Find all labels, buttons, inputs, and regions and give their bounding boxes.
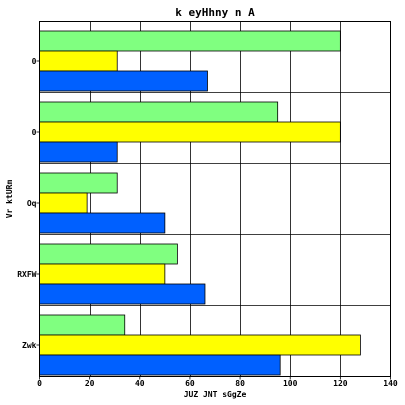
bar-1 — [39, 172, 118, 194]
x-tick-label: 20 — [85, 379, 95, 388]
x-tick-label: 40 — [135, 379, 145, 388]
x-tick-label: 140 — [383, 379, 398, 388]
category-label: Zwk — [22, 341, 37, 350]
bar-1 — [39, 101, 279, 123]
x-tick-label: 100 — [283, 379, 298, 388]
bar-3 — [39, 283, 206, 305]
x-tick-label: 0 — [37, 379, 42, 388]
category-labels: 0 0 Oq RXFW Zwk — [17, 57, 40, 350]
bar-2 — [39, 334, 361, 356]
category-label: 0 — [32, 128, 37, 137]
bar-1 — [39, 243, 178, 265]
x-tick-labels: 0 20 40 60 80 100 120 140 — [37, 376, 398, 388]
bars — [39, 30, 361, 376]
bar-1 — [39, 30, 341, 52]
category-label: 0 — [32, 57, 37, 66]
category-label: Oq — [27, 199, 37, 208]
x-axis-title: JUZ JNT sGgZe — [184, 390, 247, 399]
category-label: RXFW — [17, 270, 36, 279]
bar-2 — [39, 50, 118, 72]
bar-3 — [39, 354, 281, 376]
x-tick-label: 60 — [185, 379, 195, 388]
chart-title: k eyHhny n A — [175, 6, 255, 19]
bar-2 — [39, 192, 88, 214]
bar-2 — [39, 121, 341, 143]
bar-3 — [39, 141, 118, 163]
bar-3 — [39, 212, 166, 234]
x-tick-label: 120 — [333, 379, 348, 388]
bar-3 — [39, 70, 208, 92]
plot-frame — [39, 21, 391, 377]
y-axis-title: Vr ktURm — [5, 180, 14, 219]
bar-1 — [39, 314, 126, 336]
x-tick-label: 80 — [235, 379, 245, 388]
bar-2 — [39, 263, 166, 285]
